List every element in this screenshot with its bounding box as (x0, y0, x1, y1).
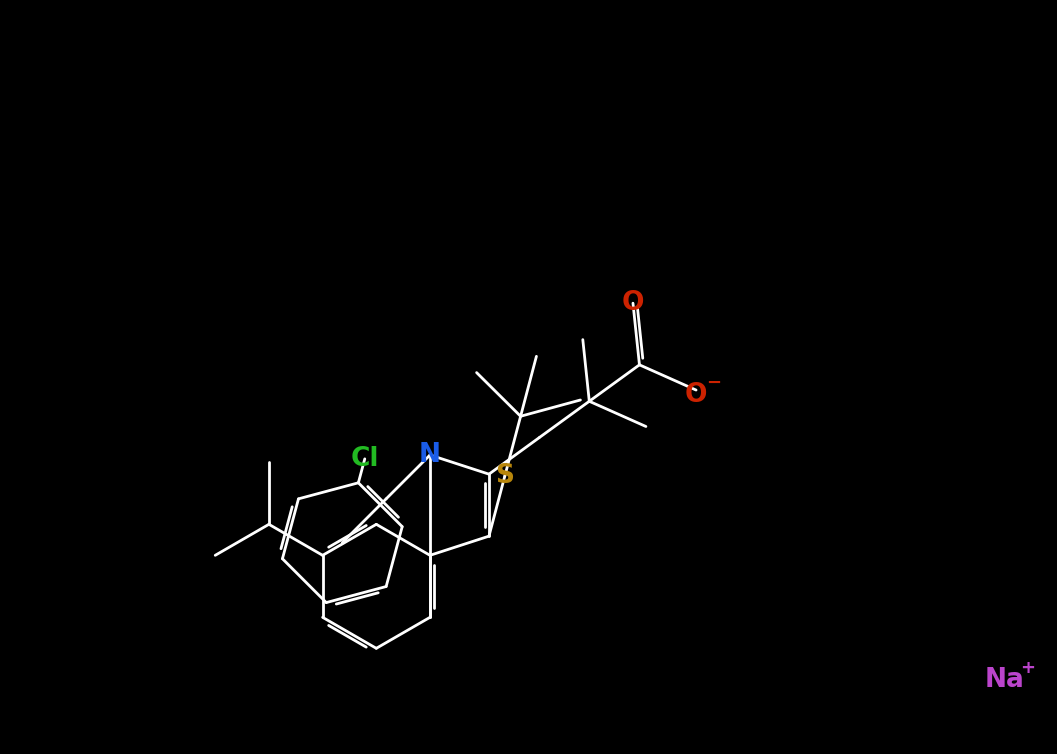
Text: −: − (706, 374, 722, 392)
Text: S: S (496, 463, 515, 489)
Text: O: O (685, 382, 707, 408)
Text: N: N (419, 442, 441, 468)
Text: +: + (1020, 659, 1036, 677)
Text: O: O (622, 290, 644, 316)
Text: Na: Na (985, 667, 1025, 693)
Text: Cl: Cl (351, 446, 379, 472)
